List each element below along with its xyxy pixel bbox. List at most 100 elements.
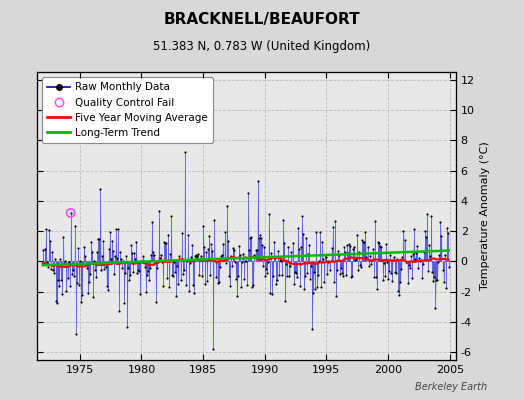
Point bbox=[363, 244, 372, 250]
Point bbox=[260, 272, 269, 279]
Legend: Raw Monthly Data, Quality Control Fail, Five Year Moving Average, Long-Term Tren: Raw Monthly Data, Quality Control Fail, … bbox=[42, 77, 213, 143]
Point bbox=[317, 284, 325, 290]
Point bbox=[278, 272, 287, 278]
Point bbox=[339, 272, 347, 279]
Point bbox=[158, 258, 166, 265]
Point bbox=[86, 271, 94, 278]
Point bbox=[343, 242, 351, 248]
Point bbox=[179, 267, 188, 274]
Point bbox=[124, 265, 133, 271]
Point bbox=[205, 233, 213, 239]
Point bbox=[64, 259, 73, 265]
Point bbox=[187, 254, 195, 260]
Point bbox=[235, 243, 243, 250]
Point bbox=[233, 293, 241, 299]
Point bbox=[39, 247, 47, 253]
Point bbox=[209, 346, 217, 352]
Point bbox=[138, 253, 147, 260]
Point bbox=[211, 258, 220, 264]
Point bbox=[77, 299, 85, 306]
Point bbox=[98, 253, 106, 260]
Point bbox=[342, 272, 350, 278]
Point bbox=[178, 270, 187, 277]
Point bbox=[202, 248, 211, 255]
Point bbox=[54, 276, 62, 283]
Point bbox=[242, 258, 250, 264]
Point bbox=[150, 252, 158, 258]
Point bbox=[333, 267, 341, 274]
Point bbox=[123, 324, 132, 330]
Point bbox=[382, 241, 390, 247]
Point bbox=[410, 226, 418, 232]
Point bbox=[285, 273, 293, 279]
Point bbox=[161, 240, 169, 247]
Point bbox=[223, 203, 231, 209]
Point bbox=[231, 258, 239, 265]
Point bbox=[313, 284, 321, 290]
Point bbox=[263, 270, 271, 276]
Point bbox=[266, 290, 274, 296]
Point bbox=[143, 272, 151, 278]
Point bbox=[107, 238, 116, 244]
Point bbox=[440, 252, 449, 258]
Point bbox=[155, 208, 163, 214]
Point bbox=[348, 272, 356, 279]
Point bbox=[53, 300, 61, 306]
Point bbox=[388, 277, 396, 284]
Point bbox=[402, 259, 411, 266]
Point bbox=[439, 278, 447, 285]
Point bbox=[134, 267, 143, 274]
Point bbox=[334, 248, 342, 254]
Point bbox=[356, 262, 365, 268]
Point bbox=[431, 305, 440, 311]
Point bbox=[236, 252, 244, 258]
Text: BRACKNELL/BEAUFORT: BRACKNELL/BEAUFORT bbox=[163, 12, 361, 27]
Point bbox=[183, 232, 192, 238]
Point bbox=[335, 270, 344, 277]
Point bbox=[255, 232, 264, 238]
Point bbox=[173, 262, 182, 269]
Point bbox=[166, 250, 174, 257]
Point bbox=[288, 240, 297, 246]
Point bbox=[85, 278, 93, 285]
Point bbox=[197, 252, 205, 259]
Point bbox=[275, 272, 283, 278]
Point bbox=[264, 259, 272, 265]
Point bbox=[177, 230, 185, 236]
Point bbox=[221, 228, 229, 235]
Point bbox=[210, 217, 219, 223]
Point bbox=[156, 255, 164, 262]
Point bbox=[302, 235, 310, 241]
Point bbox=[397, 266, 406, 272]
Point bbox=[323, 270, 332, 277]
Point bbox=[322, 254, 331, 260]
Point bbox=[190, 290, 198, 296]
Point bbox=[182, 258, 191, 264]
Point bbox=[315, 258, 323, 264]
Point bbox=[137, 258, 146, 264]
Point bbox=[407, 253, 415, 260]
Point bbox=[115, 308, 123, 314]
Point bbox=[192, 252, 200, 258]
Point bbox=[432, 276, 441, 283]
Point bbox=[293, 225, 302, 231]
Point bbox=[244, 190, 253, 196]
Point bbox=[66, 282, 74, 289]
Point bbox=[164, 232, 172, 239]
Point bbox=[225, 273, 233, 280]
Point bbox=[203, 277, 211, 284]
Point bbox=[352, 256, 361, 262]
Point bbox=[59, 233, 68, 240]
Point bbox=[125, 276, 133, 283]
Point bbox=[237, 284, 245, 290]
Point bbox=[43, 259, 51, 265]
Point bbox=[427, 213, 435, 219]
Point bbox=[436, 219, 445, 226]
Point bbox=[90, 257, 99, 264]
Point bbox=[325, 267, 334, 273]
Point bbox=[78, 292, 86, 299]
Point bbox=[214, 279, 223, 285]
Point bbox=[60, 260, 69, 266]
Point bbox=[49, 267, 57, 273]
Point bbox=[207, 241, 215, 247]
